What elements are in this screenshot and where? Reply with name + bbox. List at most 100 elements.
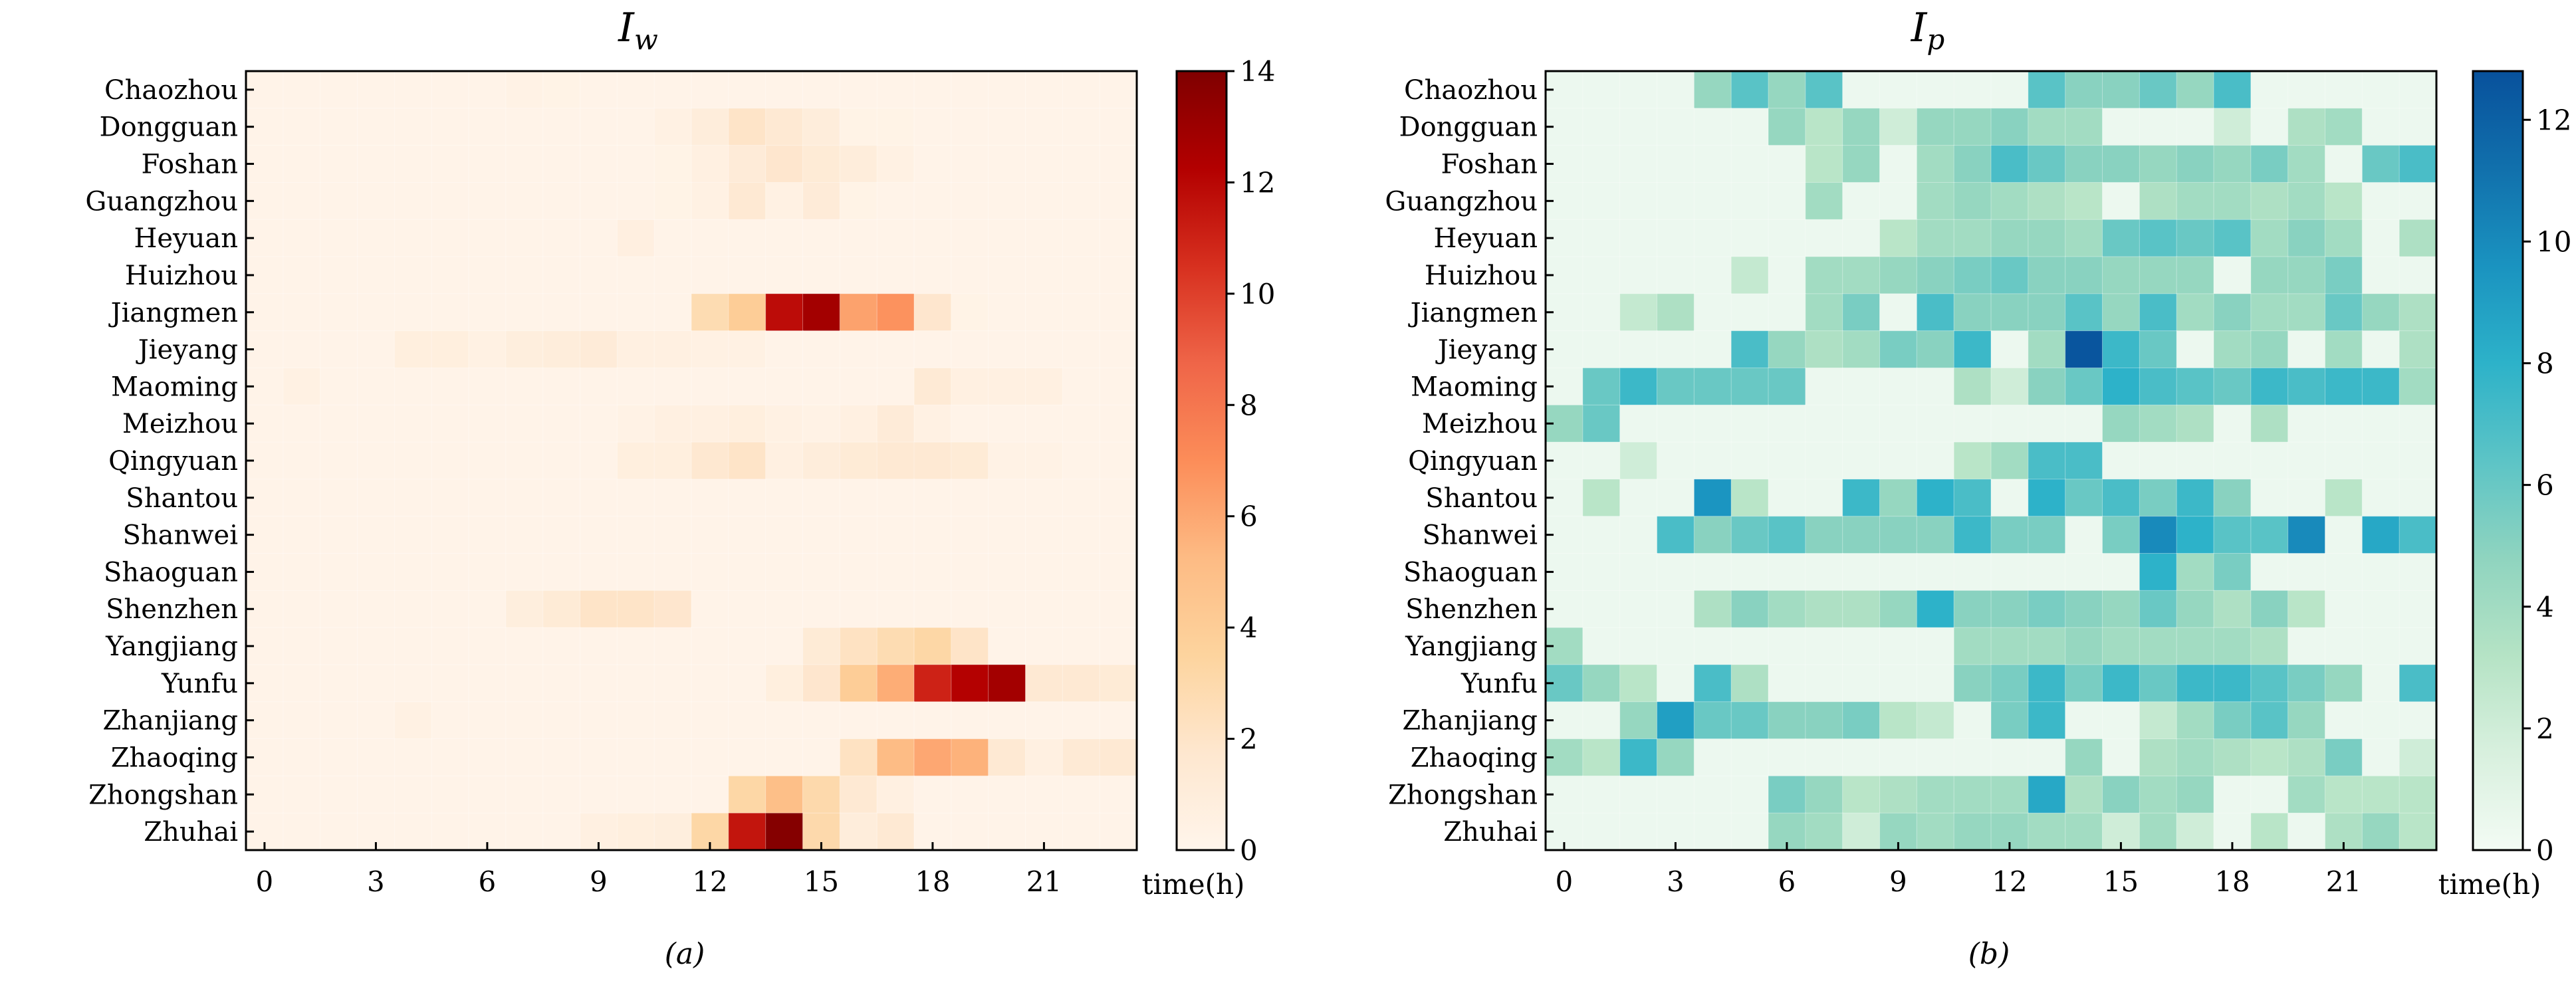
heatmap-cell [1582, 479, 1621, 517]
heatmap-cell [2028, 775, 2066, 814]
heatmap-cell [765, 404, 804, 443]
heatmap-cell [765, 590, 804, 629]
heatmap-cell [1805, 516, 1843, 554]
heatmap-cell [691, 181, 729, 221]
heatmap-cell [2325, 738, 2363, 777]
heatmap-cell [1099, 590, 1138, 629]
y-tick-label: Meizhou [1422, 409, 1538, 439]
heatmap-cell [505, 330, 544, 369]
heatmap-cell [505, 516, 544, 554]
y-tick-label: Qingyuan [108, 446, 238, 477]
heatmap-cell [728, 701, 766, 740]
heatmap-cell [1768, 367, 1806, 406]
heatmap-cell [505, 70, 544, 109]
heatmap-cell [2325, 441, 2363, 481]
y-tick-label: Jieyang [1435, 335, 1538, 366]
heatmap-cell [1099, 441, 1138, 481]
heatmap-cell [876, 812, 915, 851]
heatmap-cell [1805, 293, 1843, 332]
heatmap-cell [1953, 70, 1992, 109]
heatmap-cell [765, 701, 804, 740]
heatmap-cell [691, 145, 729, 183]
y-tick-label: Zhaoqing [111, 742, 238, 773]
heatmap-cell [728, 404, 766, 443]
heatmap-cell [2399, 812, 2438, 851]
heatmap-cell [431, 145, 470, 183]
heatmap-cell [1990, 219, 2029, 258]
x-tick-label: 21 [1026, 865, 1062, 898]
heatmap-cell [1916, 70, 1955, 109]
heatmap-cell [1582, 590, 1621, 629]
heatmap-cell [876, 479, 915, 517]
heatmap-cell [1879, 181, 1918, 221]
heatmap-cell [728, 441, 766, 481]
heatmap-cell [616, 293, 655, 332]
heatmap-cell [1099, 664, 1138, 703]
heatmap-cell [913, 701, 952, 740]
heatmap-cell [2250, 516, 2289, 554]
heatmap-cell [1768, 256, 1806, 294]
heatmap-cell [988, 219, 1026, 258]
heatmap-cell [616, 664, 655, 703]
heatmap-cell [1657, 775, 1695, 814]
heatmap-cell [2399, 775, 2438, 814]
heatmap-cell [2213, 516, 2252, 554]
heatmap-cell [580, 664, 618, 703]
heatmap-cell [2325, 701, 2363, 740]
colorbar-frame [2472, 70, 2524, 851]
heatmap-cell [1916, 441, 1955, 481]
heatmap-cell [1768, 70, 1806, 109]
heatmap-cell [320, 479, 358, 517]
heatmap-cell [2213, 70, 2252, 109]
heatmap-cell [1730, 293, 1770, 332]
heatmap-cell [988, 738, 1026, 777]
heatmap-cell [468, 441, 507, 481]
heatmap-cell [2176, 330, 2215, 369]
heatmap-cell [1693, 590, 1732, 629]
heatmap-cell [616, 219, 655, 258]
colorbar-gradient [1177, 71, 1227, 850]
y-tick-label: Guangzhou [1385, 186, 1538, 217]
heatmap-cell [431, 330, 470, 369]
heatmap-cell [1990, 590, 2029, 629]
heatmap-cell [431, 812, 470, 851]
heatmap-cell [2176, 367, 2215, 406]
heatmap-cell [542, 775, 581, 814]
heatmap-cell [1879, 775, 1918, 814]
heatmap-cell [283, 479, 321, 517]
heatmap-cell [505, 367, 544, 406]
heatmap-cell [913, 627, 952, 666]
heatmap-cell [1768, 330, 1806, 369]
heatmap-cell [1657, 441, 1695, 481]
heatmap-cell [913, 404, 952, 443]
heatmap-cell [1842, 219, 1881, 258]
heatmap-cell [1619, 590, 1658, 629]
heatmap-cell [765, 367, 804, 406]
heatmap-cell [357, 367, 396, 406]
heatmap-cell [431, 738, 470, 777]
heatmap-cell [394, 330, 433, 369]
heatmap-cell [1879, 553, 1918, 592]
heatmap-cell [1953, 664, 1992, 703]
heatmap-cell [1693, 330, 1732, 369]
heatmap-cell [2361, 404, 2400, 443]
heatmap-cell [913, 441, 952, 481]
heatmap-cell [1953, 775, 1992, 814]
heatmap-cell [431, 70, 470, 109]
heatmap-cell [1062, 181, 1101, 221]
y-tick-label: Zhongshan [88, 780, 238, 810]
heatmap-cell [1693, 70, 1732, 109]
heatmap-cell [2213, 404, 2252, 443]
heatmap-cell [616, 479, 655, 517]
x-tick-label: 12 [692, 865, 727, 898]
heatmap-cell [2250, 701, 2289, 740]
heatmap-cell [876, 627, 915, 666]
heatmap-cell [1953, 516, 1992, 554]
heatmap-cell [2139, 367, 2178, 406]
heatmap-cell [1730, 627, 1770, 666]
heatmap-cell [580, 70, 618, 109]
heatmap-cell [802, 293, 841, 332]
heatmap-cell [951, 738, 989, 777]
heatmap-cell [728, 219, 766, 258]
heatmap-cell [542, 219, 581, 258]
